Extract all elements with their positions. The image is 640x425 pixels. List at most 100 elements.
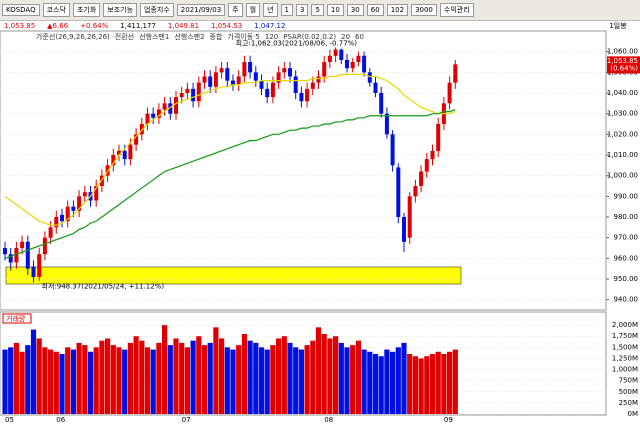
volume-bar xyxy=(213,327,219,414)
legend-entry: 60 xyxy=(355,33,364,41)
volume-bar xyxy=(264,349,270,414)
volume-bar xyxy=(390,351,396,414)
candle-body xyxy=(413,186,418,197)
candle-body xyxy=(14,248,19,263)
info-row: 1,053.85 ▲6.66 +0.64% 1,411,177 1,049.81 1,05… xyxy=(0,21,640,31)
candle-body xyxy=(8,254,13,263)
volume-bar xyxy=(276,338,282,414)
date[interactable]: 2021/09/03 xyxy=(176,4,226,16)
interval[interactable]: 5 xyxy=(311,4,324,16)
info: 1,053.85 xyxy=(4,22,36,30)
candle-body xyxy=(270,82,275,98)
code[interactable]: KOSDAQ xyxy=(2,4,40,16)
candle-body xyxy=(373,82,378,93)
info: +0.64% xyxy=(80,22,109,30)
last-price: 1,053.85 xyxy=(607,57,638,65)
volume-bar xyxy=(344,347,350,414)
candle-body xyxy=(219,68,224,73)
y-tick-label: 1,750M xyxy=(612,332,638,340)
legend: 가준선(26,9,26,26,26) 전환선 선행스팬1 선행스팬2 종합 가격이동 5 1… xyxy=(36,32,364,41)
volume-bar xyxy=(162,325,168,414)
candle-body xyxy=(384,113,389,135)
volume-bar xyxy=(247,340,253,414)
ma-line xyxy=(4,73,456,226)
y-tick-label: 1,060.00 xyxy=(607,48,638,56)
period[interactable]: 년 xyxy=(263,3,278,17)
candle-body xyxy=(208,76,213,87)
volume-bar xyxy=(281,336,287,414)
button[interactable]: 업종지수 xyxy=(140,3,174,17)
interval[interactable]: 30 xyxy=(346,4,364,16)
candle-body xyxy=(299,93,304,102)
candle-body xyxy=(288,68,292,77)
candle-body xyxy=(293,76,298,93)
info: ▲6.66 xyxy=(47,22,69,30)
interval[interactable]: 60 xyxy=(366,4,384,16)
button[interactable]: 수익관리 xyxy=(439,3,474,17)
interval[interactable]: 10 xyxy=(326,4,344,16)
button[interactable]: 보조기능 xyxy=(103,3,138,17)
candle-body xyxy=(145,113,150,124)
volume-bar xyxy=(287,342,293,414)
x-tick-label: 08 xyxy=(324,416,333,424)
candle-body xyxy=(407,196,412,238)
volume-bar xyxy=(293,347,299,414)
candle-body xyxy=(71,206,76,211)
candle-body xyxy=(436,124,441,151)
candle-body xyxy=(225,68,230,81)
volume-bar xyxy=(48,349,54,414)
y-tick-label: 250M xyxy=(619,399,638,407)
period[interactable]: 주 xyxy=(228,3,243,17)
candle-body xyxy=(3,248,7,255)
annotation: 최고:1,062.03(2021/08/06, -0.77%) xyxy=(236,38,358,47)
volume-bar xyxy=(42,347,48,414)
volume-bar xyxy=(116,347,122,414)
count[interactable]: 102 xyxy=(386,4,409,16)
toolbar: KOSDAQ 코스닥 초기화 보조기능 업종지수 2021/09/03 주 월 년 1 3 5 10 30… xyxy=(0,0,640,21)
candle-body xyxy=(356,55,361,62)
ma-line xyxy=(4,108,456,259)
period[interactable]: 월 xyxy=(245,3,261,17)
last-change: (0.64%) xyxy=(610,64,638,72)
y-tick-label: 1,030.00 xyxy=(607,110,638,118)
x-tick-label: 09 xyxy=(444,416,453,424)
interval[interactable]: 1 xyxy=(280,4,293,16)
candle-body xyxy=(139,124,144,135)
volume-bar xyxy=(190,340,196,414)
y-tick-label: 1,500M xyxy=(612,343,638,351)
count[interactable]: 3000 xyxy=(411,4,437,16)
volume-bar xyxy=(196,336,202,414)
candle-body xyxy=(162,103,167,110)
last-price-box xyxy=(607,56,640,74)
candle-body xyxy=(168,103,173,114)
volume-title-box xyxy=(2,313,32,324)
button[interactable]: 초기화 xyxy=(72,3,101,17)
candle-body xyxy=(430,150,435,160)
candle-body xyxy=(339,49,344,60)
candle-body xyxy=(242,62,247,77)
volume-bar xyxy=(310,340,316,414)
volume-bar xyxy=(412,356,418,414)
volume-bar xyxy=(418,358,424,414)
info: 1,047.12 xyxy=(254,22,286,30)
volume-bar xyxy=(429,354,436,414)
y-tick-label: 0M xyxy=(628,410,639,418)
volume-bar xyxy=(219,338,225,414)
candle-body xyxy=(447,82,452,104)
volume-bar xyxy=(70,349,76,414)
volume-bar xyxy=(201,345,208,414)
name[interactable]: 코스닥 xyxy=(42,3,70,17)
volume-bar xyxy=(253,342,259,414)
volume-bar xyxy=(36,338,42,414)
highlight-box xyxy=(5,266,462,285)
interval[interactable]: 3 xyxy=(295,4,309,16)
y-tick-label: 970.00 xyxy=(614,234,639,242)
volume-bar xyxy=(441,354,447,414)
candle-body xyxy=(424,159,429,172)
candle-body xyxy=(134,134,139,145)
candle-body xyxy=(37,254,42,277)
volume-bar xyxy=(224,347,230,414)
candle-body xyxy=(362,55,367,73)
